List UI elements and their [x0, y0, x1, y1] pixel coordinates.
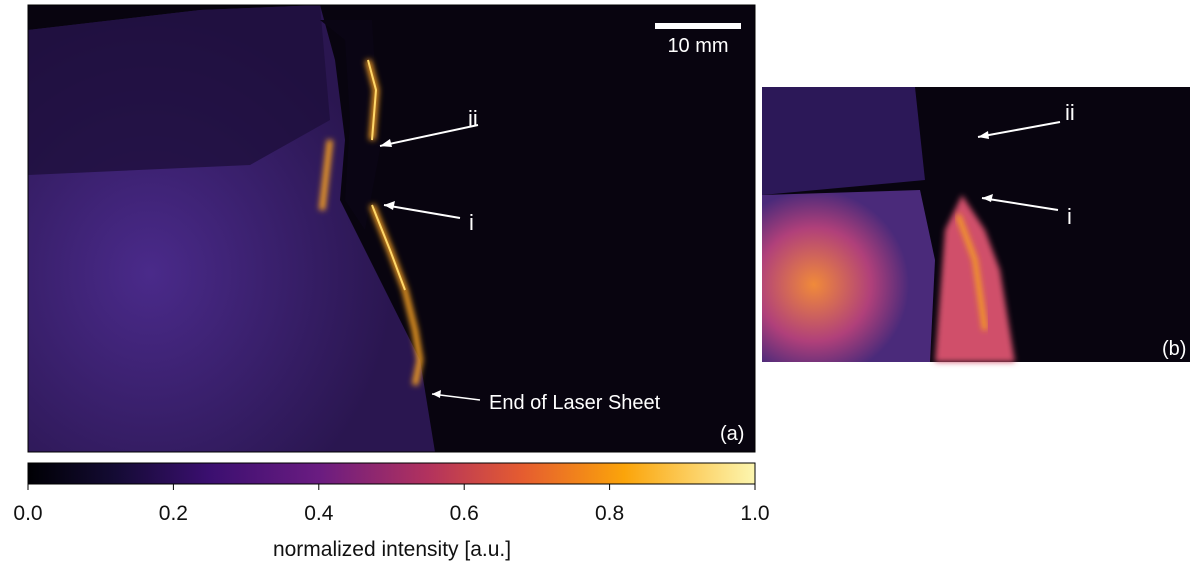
annotation: ii	[468, 106, 478, 131]
tick-label: 0.6	[450, 502, 479, 525]
page: {"scale_bar": "10 mm", "panels": [ {"lab…	[0, 0, 1196, 562]
tick-label: 1.0	[740, 502, 769, 525]
scale-bar	[655, 23, 741, 29]
panel-label: (b)	[1162, 338, 1186, 360]
tick-label: 0.4	[304, 502, 334, 525]
annotation: i	[1067, 204, 1072, 229]
tick-label: 0.0	[13, 502, 42, 525]
image-region	[762, 190, 935, 362]
colorbar: normalized intensity [a.u.] 0.0 0.2 0.4 0.6…	[13, 463, 769, 561]
annotation: End of Laser Sheet	[489, 392, 661, 414]
annotation: ii	[1065, 100, 1075, 125]
tick-label: 0.8	[595, 502, 624, 525]
panel-label: (a)	[720, 423, 744, 445]
colorbar-gradient	[28, 463, 755, 484]
colorbar-label: normalized intensity [a.u.]	[273, 538, 511, 561]
figure: 10 mm ii i End of Laser Sheet (a) ii i (…	[0, 0, 1196, 562]
tick-label: 0.2	[159, 502, 188, 525]
panel-b: ii i (b)	[762, 87, 1190, 362]
image-region	[762, 87, 925, 195]
annotation: i	[469, 210, 474, 235]
panel-a: 10 mm ii i End of Laser Sheet (a)	[28, 5, 755, 452]
scale-bar-label: 10 mm	[667, 35, 728, 57]
